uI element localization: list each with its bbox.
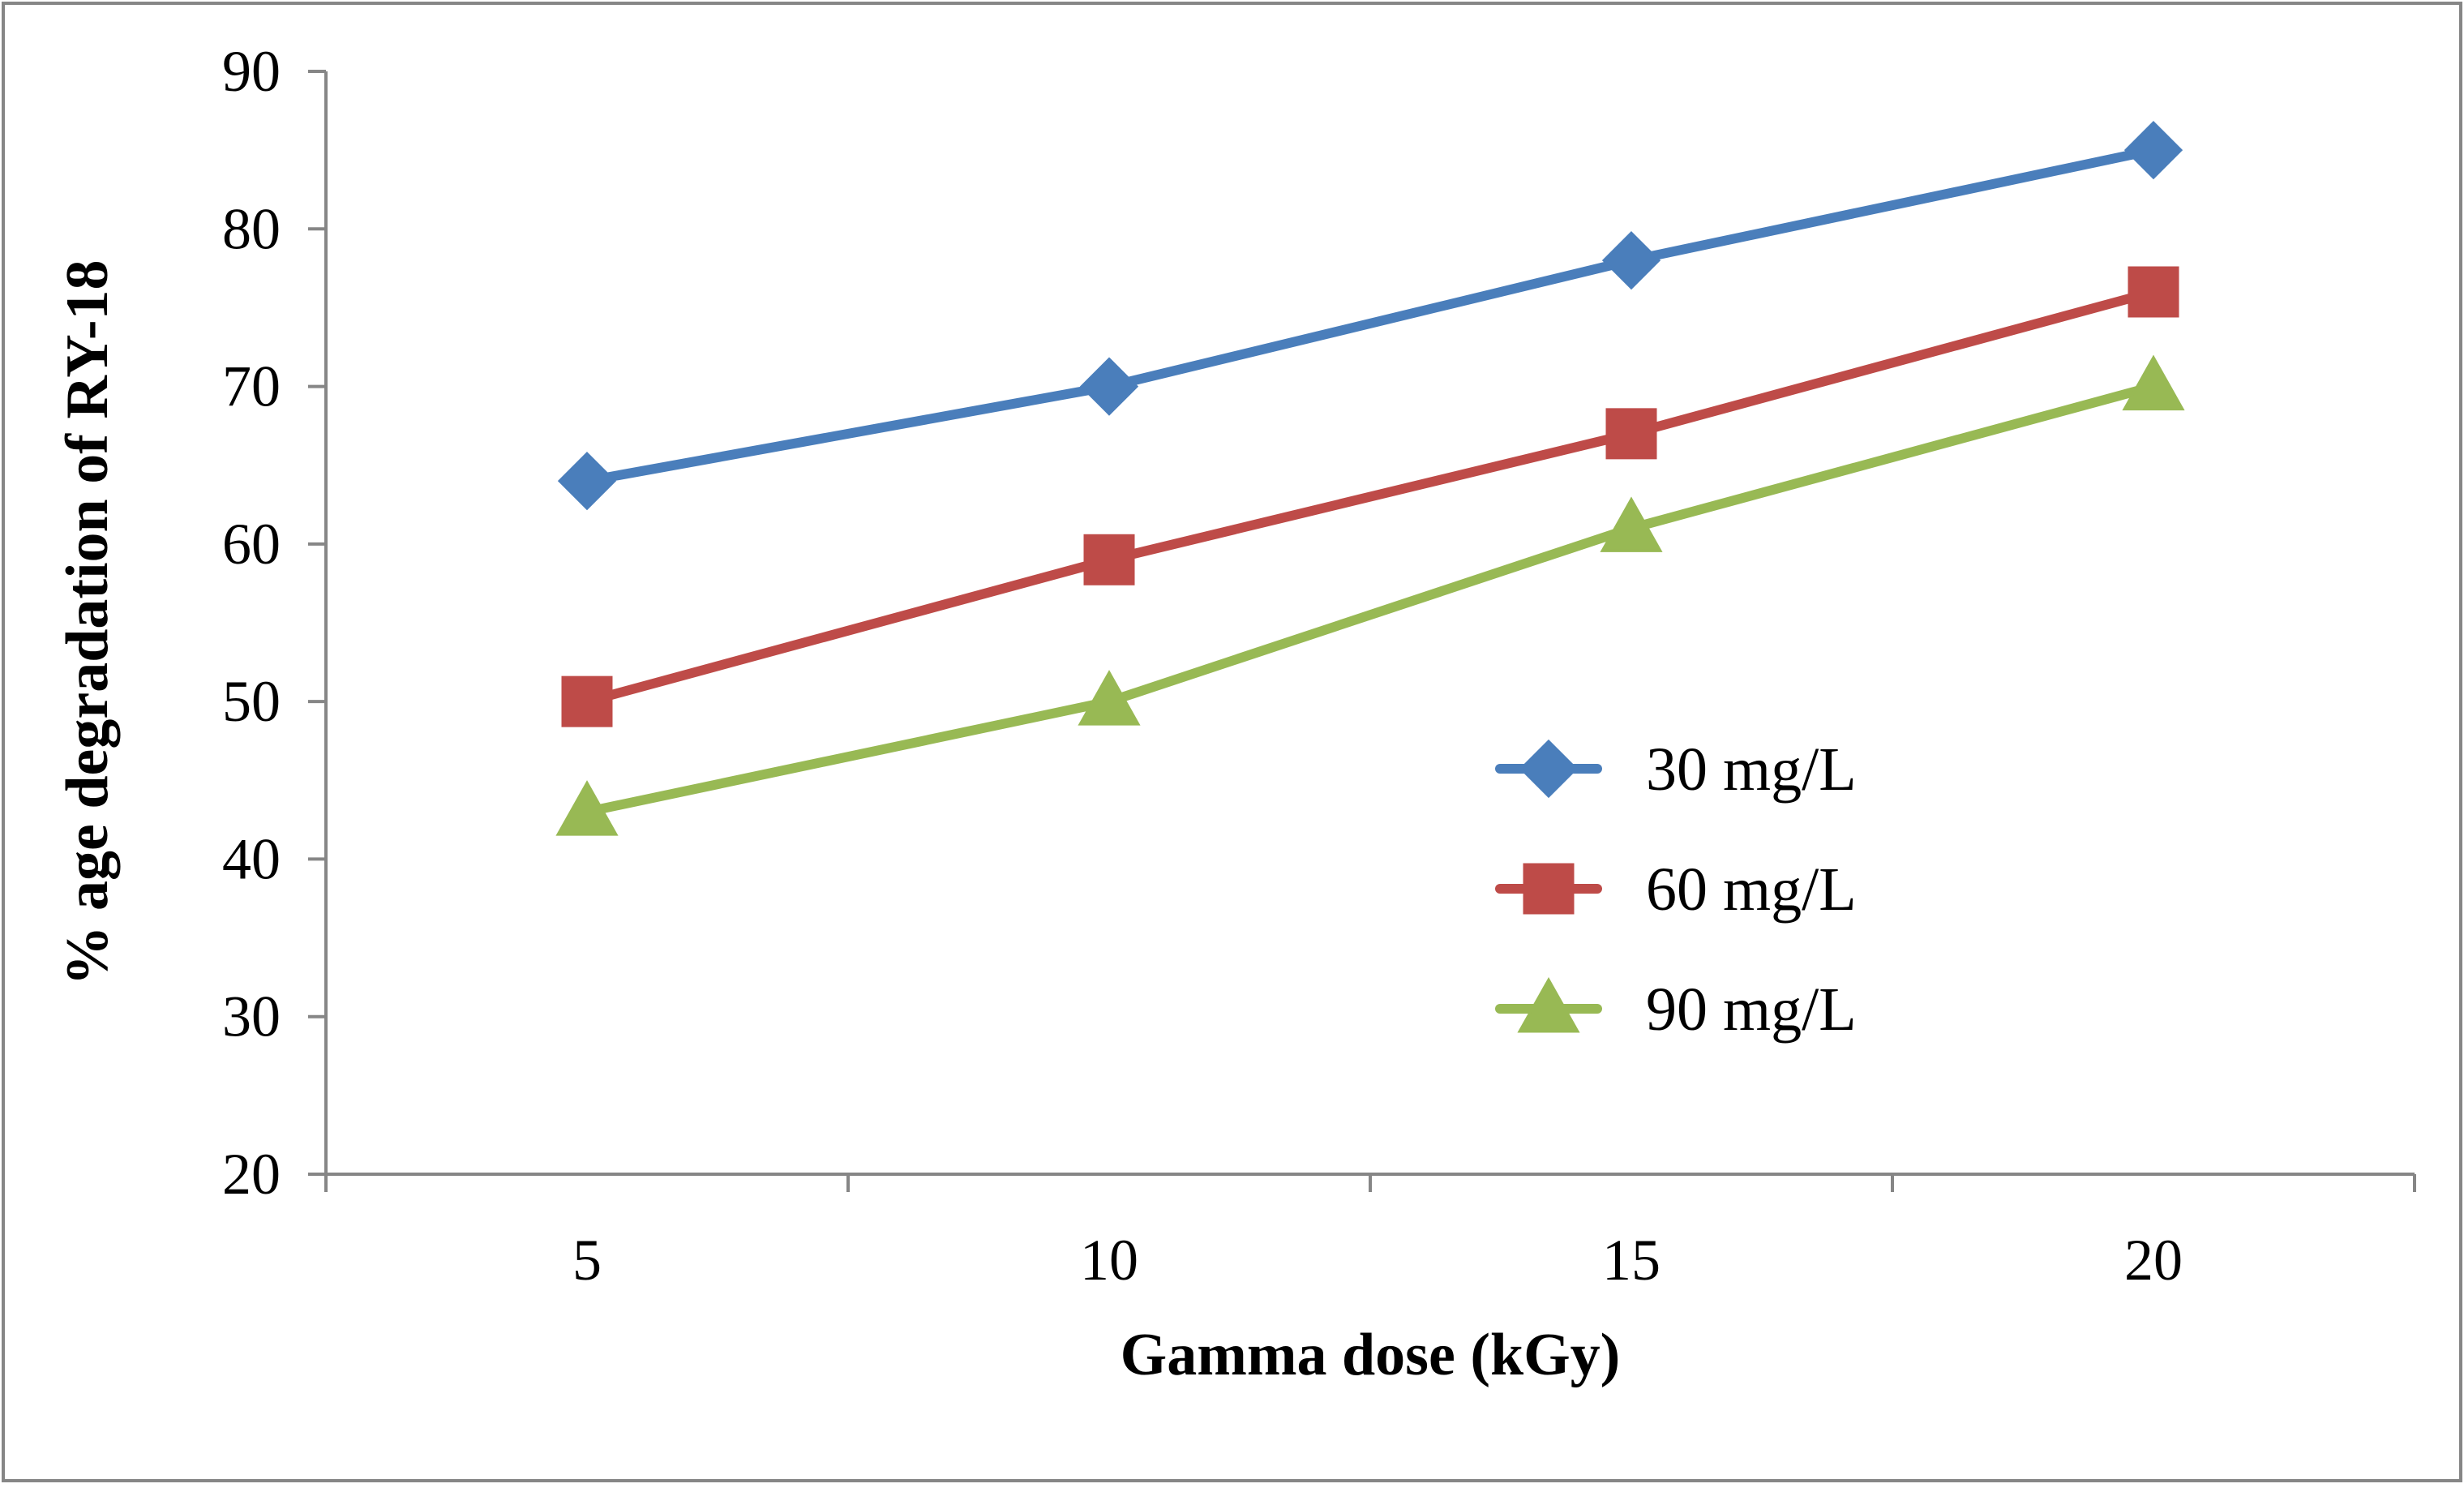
x-axis-title: Gamma dose (kGy) <box>1121 1322 1621 1388</box>
legend-marker <box>1523 863 1575 915</box>
y-tick-label: 80 <box>222 196 281 261</box>
data-point <box>1605 408 1657 460</box>
data-point <box>1079 357 1139 416</box>
data-point <box>555 780 619 836</box>
x-tick-label: 5 <box>572 1228 602 1293</box>
legend: 30 mg/L 60 mg/L 90 mg/L <box>1495 735 1857 1044</box>
legend-label: 30 mg/L <box>1646 735 1857 804</box>
series-line-3 <box>582 381 2158 817</box>
data-point <box>1083 534 1135 585</box>
y-tick-label: 30 <box>222 984 281 1049</box>
series <box>555 121 2185 836</box>
data-point <box>557 452 617 511</box>
series-line-1 <box>582 145 2158 487</box>
data-point <box>1601 231 1661 290</box>
y-ticks: 20 30 40 50 60 70 80 90 <box>222 39 326 1207</box>
legend-item: 60 mg/L <box>1495 855 1857 924</box>
legend-label: 90 mg/L <box>1646 976 1857 1044</box>
data-point <box>1600 496 1663 552</box>
y-tick-label: 20 <box>222 1142 281 1207</box>
y-tick-label: 40 <box>222 826 281 891</box>
data-point <box>2122 354 2185 411</box>
y-tick-label: 70 <box>222 354 281 419</box>
x-tick-label: 15 <box>1602 1228 1661 1293</box>
x-ticks: 5 10 15 20 <box>324 1174 2416 1293</box>
y-axis-title: % age degradation of RY-18 <box>54 260 121 986</box>
data-point <box>2128 266 2179 318</box>
series-line-2 <box>582 287 2158 707</box>
y-tick-label: 50 <box>222 669 281 734</box>
legend-item: 90 mg/L <box>1495 976 1857 1044</box>
data-point <box>561 675 613 727</box>
legend-item: 30 mg/L <box>1495 735 1857 804</box>
legend-label: 60 mg/L <box>1646 855 1857 924</box>
y-tick-label: 60 <box>222 512 281 577</box>
y-tick-label: 90 <box>222 39 281 104</box>
legend-marker <box>1517 976 1580 1033</box>
x-tick-label: 10 <box>1080 1228 1138 1293</box>
data-point <box>1078 670 1141 726</box>
x-tick-label: 20 <box>2124 1228 2183 1293</box>
legend-marker <box>1519 739 1579 799</box>
data-point <box>2123 121 2183 180</box>
